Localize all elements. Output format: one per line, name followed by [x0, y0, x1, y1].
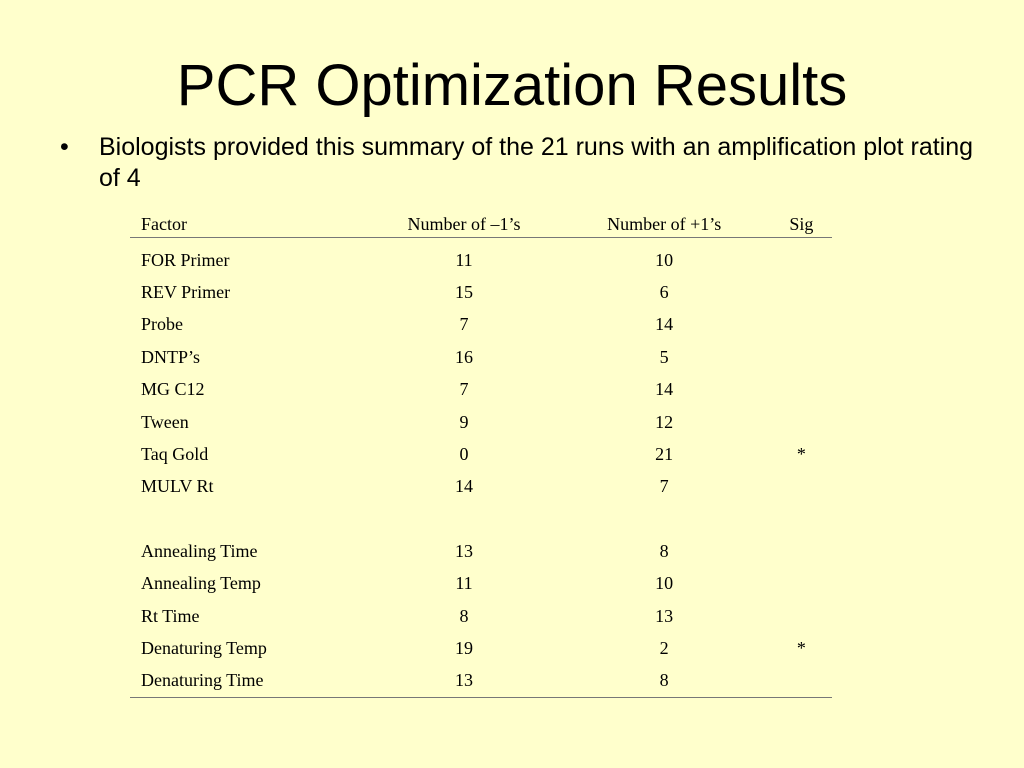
table-row: Rt Time 8 13	[130, 600, 832, 632]
cell-plus-count: 14	[655, 314, 674, 335]
cell-minus-count: 13	[370, 664, 558, 699]
cell-minus-count: 14	[454, 476, 473, 497]
table-row: FOR Primer 11 10	[130, 238, 832, 277]
bullet-marker: •	[60, 133, 69, 161]
cell-factor: Tween	[141, 411, 189, 432]
cell-plus-count: 14	[655, 379, 674, 400]
header-factor: Factor	[130, 211, 371, 238]
cell-plus-count: 8	[557, 664, 771, 699]
cell-factor: Annealing Temp	[141, 573, 261, 594]
table-row: MG C12 7 14	[130, 374, 832, 406]
cell-minus-count: 8	[459, 605, 469, 626]
cell-factor: Denaturing Temp	[141, 637, 267, 658]
table-row: Taq Gold 0 21 *	[130, 438, 832, 470]
cell-factor: REV Primer	[141, 282, 231, 303]
cell-minus-count: 7	[459, 379, 469, 400]
table-row: Annealing Temp 11 10	[130, 568, 832, 600]
table-row: DNTP’s 16 5	[130, 341, 832, 373]
bullet-point: • Biologists provided this summary of th…	[60, 132, 980, 194]
cell-factor: Annealing Time	[141, 540, 258, 561]
header-plus-count: Number of +1’s	[557, 211, 771, 238]
slide-title: PCR Optimization Results	[176, 53, 848, 118]
cell-sig	[771, 600, 832, 632]
header-sig: Sig	[770, 211, 832, 238]
cell-sig	[771, 341, 832, 373]
cell-minus-count: 13	[454, 540, 473, 561]
table-row: Denaturing Time 13 8	[130, 664, 832, 699]
cell-minus-count: 15	[454, 282, 473, 303]
bullet-text: Biologists provided this summary of the …	[99, 133, 974, 192]
cell-minus-count: 11	[455, 573, 473, 594]
cell-plus-count: 2	[659, 637, 669, 658]
cell-factor: FOR Primer	[141, 249, 230, 270]
cell-sig: *	[796, 444, 806, 465]
table-row: REV Primer 15 6	[130, 276, 832, 308]
table-row: Denaturing Temp 19 2 *	[130, 632, 832, 664]
cell-sig	[771, 276, 832, 308]
cell-plus-count: 10	[655, 573, 674, 594]
table-spacer-row	[130, 503, 832, 535]
factor-table: Factor Number of –1’s Number of +1’s Sig…	[130, 211, 832, 699]
cell-factor: Probe	[141, 314, 183, 335]
cell-sig	[771, 374, 832, 406]
cell-minus-count: 19	[454, 637, 473, 658]
cell-sig	[771, 568, 832, 600]
cell-plus-count: 21	[655, 444, 674, 465]
cell-sig	[771, 535, 832, 567]
cell-minus-count: 0	[459, 444, 469, 465]
cell-factor: Taq Gold	[141, 444, 209, 465]
table-row: MULV Rt 14 7	[130, 471, 832, 503]
factor-table-container: Factor Number of –1’s Number of +1’s Sig…	[130, 211, 832, 699]
cell-plus-count: 6	[659, 282, 669, 303]
table-row: Tween 9 12	[130, 406, 832, 438]
cell-minus-count: 16	[454, 346, 473, 367]
cell-sig	[771, 238, 832, 277]
cell-sig	[771, 309, 832, 341]
cell-plus-count: 5	[659, 346, 669, 367]
cell-factor: MG C12	[141, 379, 205, 400]
spacer-cell	[371, 503, 558, 535]
header-minus-count: Number of –1’s	[370, 211, 558, 238]
cell-plus-count: 8	[659, 540, 669, 561]
cell-plus-count: 7	[659, 476, 669, 497]
cell-sig	[771, 406, 832, 438]
cell-plus-count: 12	[655, 411, 674, 432]
cell-sig	[770, 664, 832, 699]
cell-factor: Rt Time	[141, 605, 200, 626]
cell-minus-count: 9	[459, 411, 469, 432]
cell-plus-count: 13	[655, 605, 674, 626]
cell-minus-count: 7	[459, 314, 469, 335]
cell-sig: *	[796, 637, 806, 658]
table-row: Probe 7 14	[130, 309, 832, 341]
cell-minus-count: 11	[455, 249, 473, 270]
table-header-row: Factor Number of –1’s Number of +1’s Sig	[130, 211, 832, 238]
spacer-cell	[557, 503, 770, 535]
spacer-cell	[771, 503, 832, 535]
cell-factor: MULV Rt	[141, 476, 214, 497]
table-row: Annealing Time 13 8	[130, 535, 832, 567]
cell-sig	[771, 471, 832, 503]
cell-plus-count: 10	[655, 249, 674, 270]
spacer-cell	[130, 503, 371, 535]
cell-factor: Denaturing Time	[130, 664, 371, 699]
cell-factor: DNTP’s	[141, 346, 201, 367]
